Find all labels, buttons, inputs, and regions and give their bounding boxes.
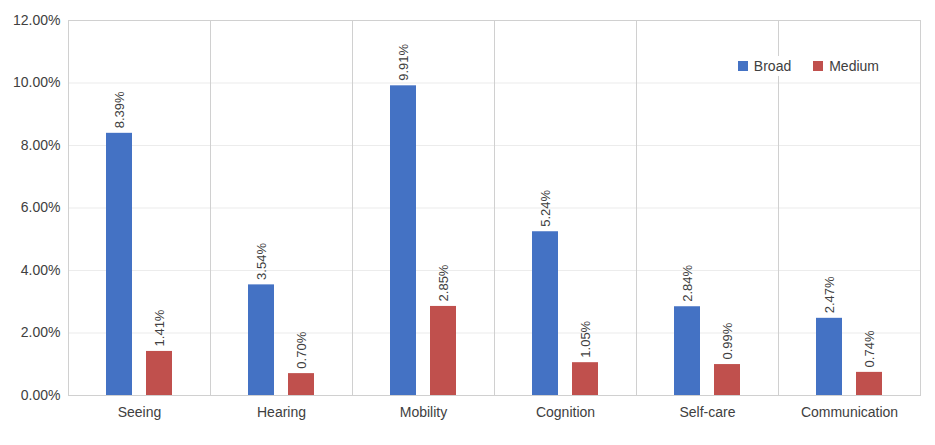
svg-text:2.85%: 2.85% xyxy=(436,264,451,301)
svg-text:Seeing: Seeing xyxy=(118,404,162,420)
svg-text:0.70%: 0.70% xyxy=(294,331,309,368)
svg-text:0.74%: 0.74% xyxy=(862,330,877,367)
svg-text:2.84%: 2.84% xyxy=(680,264,695,301)
svg-text:2.00%: 2.00% xyxy=(21,324,61,340)
svg-text:6.00%: 6.00% xyxy=(21,199,61,215)
svg-text:Self-care: Self-care xyxy=(679,404,735,420)
svg-text:8.39%: 8.39% xyxy=(112,91,127,128)
svg-text:5.24%: 5.24% xyxy=(538,189,553,226)
svg-text:8.00%: 8.00% xyxy=(21,137,61,153)
svg-text:10.00%: 10.00% xyxy=(13,74,60,90)
svg-text:0.00%: 0.00% xyxy=(21,387,61,403)
svg-text:1.05%: 1.05% xyxy=(578,320,593,357)
svg-text:Communication: Communication xyxy=(801,404,898,420)
html-text:Broad: Broad xyxy=(753,58,792,74)
svg-text:3.54%: 3.54% xyxy=(254,243,269,280)
svg-text:9.91%: 9.91% xyxy=(396,44,411,81)
svg-text:1.41%: 1.41% xyxy=(152,309,167,346)
svg-text:0.99%: 0.99% xyxy=(720,322,735,359)
svg-text:12.00%: 12.00% xyxy=(13,12,60,28)
svg-text:Hearing: Hearing xyxy=(257,404,306,420)
svg-text:Mobility: Mobility xyxy=(400,404,447,420)
svg-text:Cognition: Cognition xyxy=(536,404,595,420)
svg-text:2.47%: 2.47% xyxy=(822,276,837,313)
html-text:Medium: Medium xyxy=(829,58,879,74)
svg-text:4.00%: 4.00% xyxy=(21,262,61,278)
